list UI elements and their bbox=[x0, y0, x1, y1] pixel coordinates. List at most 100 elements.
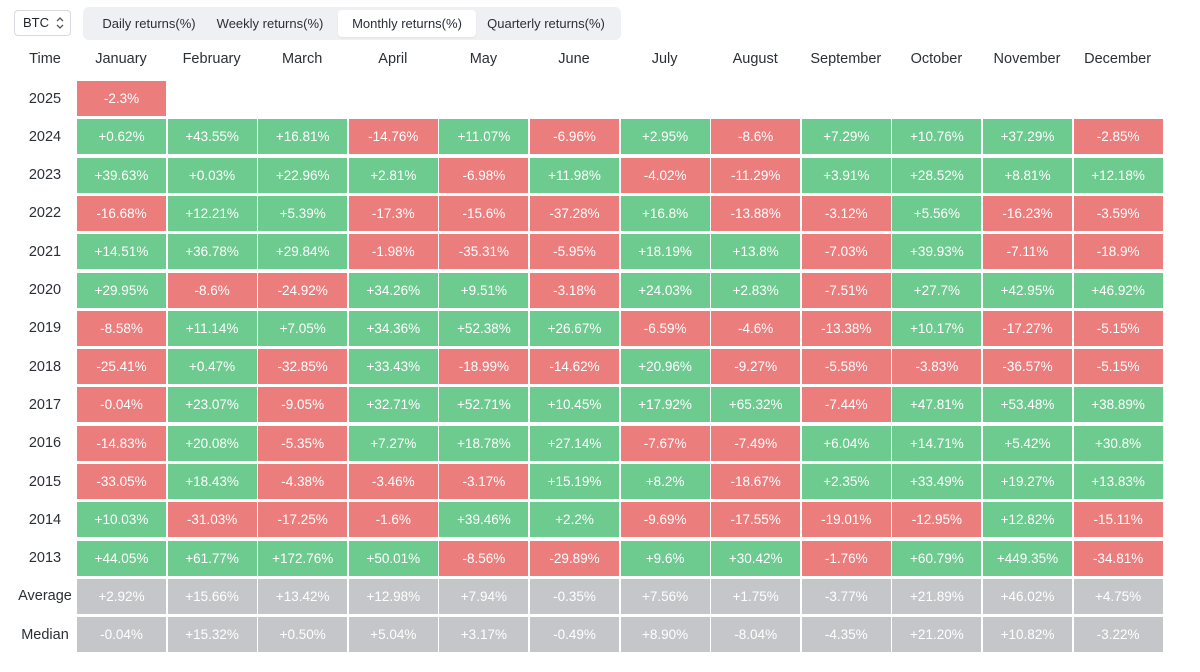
return-cell[interactable]: -18.9% bbox=[1073, 234, 1163, 270]
return-cell[interactable]: +8.90% bbox=[620, 617, 710, 653]
return-cell[interactable]: +2.95% bbox=[620, 119, 710, 155]
return-cell[interactable]: +449.35% bbox=[983, 540, 1072, 576]
return-cell[interactable]: +8.81% bbox=[983, 157, 1072, 193]
return-cell[interactable]: +0.03% bbox=[167, 157, 257, 193]
return-cell[interactable]: -4.02% bbox=[620, 157, 710, 193]
return-cell[interactable]: -37.28% bbox=[530, 195, 619, 231]
return-cell[interactable]: +50.01% bbox=[348, 540, 438, 576]
return-cell[interactable]: -25.41% bbox=[77, 349, 166, 385]
return-cell[interactable]: +13.83% bbox=[1073, 464, 1163, 499]
return-cell[interactable]: +46.92% bbox=[1073, 272, 1163, 308]
return-cell[interactable]: -7.44% bbox=[801, 387, 891, 423]
return-cell[interactable]: +172.76% bbox=[258, 540, 348, 576]
return-cell[interactable]: +44.05% bbox=[77, 540, 166, 576]
return-cell[interactable]: +0.62% bbox=[77, 119, 166, 155]
return-cell[interactable]: +7.56% bbox=[620, 578, 710, 614]
return-cell[interactable]: -6.59% bbox=[620, 310, 710, 346]
return-cell[interactable]: +18.19% bbox=[620, 234, 710, 270]
return-cell[interactable]: +13.8% bbox=[711, 234, 801, 270]
return-cell[interactable]: -1.6% bbox=[348, 502, 438, 538]
return-cell[interactable]: +7.27% bbox=[348, 425, 438, 461]
return-cell[interactable]: +0.47% bbox=[167, 349, 257, 385]
return-cell[interactable]: +16.8% bbox=[620, 195, 710, 231]
return-cell[interactable]: -5.58% bbox=[801, 349, 891, 385]
return-cell[interactable]: +5.42% bbox=[983, 425, 1072, 461]
return-cell[interactable]: +21.89% bbox=[892, 578, 982, 614]
return-cell[interactable]: -7.49% bbox=[711, 425, 801, 461]
return-cell[interactable]: +9.51% bbox=[439, 272, 529, 308]
return-cell[interactable]: +28.52% bbox=[892, 157, 982, 193]
return-cell[interactable]: -32.85% bbox=[258, 349, 348, 385]
return-cell[interactable]: -24.92% bbox=[258, 272, 348, 308]
return-cell[interactable]: -5.95% bbox=[530, 234, 619, 270]
return-cell[interactable]: +39.63% bbox=[77, 157, 166, 193]
return-cell[interactable]: +30.42% bbox=[711, 540, 801, 576]
return-cell[interactable]: -33.05% bbox=[77, 464, 166, 499]
return-cell[interactable]: +46.02% bbox=[983, 578, 1072, 614]
return-cell[interactable]: -18.67% bbox=[711, 464, 801, 499]
return-cell[interactable]: -9.05% bbox=[258, 387, 348, 423]
return-cell[interactable]: -3.46% bbox=[348, 464, 438, 499]
return-cell[interactable]: +42.95% bbox=[983, 272, 1072, 308]
return-cell[interactable]: -4.38% bbox=[258, 464, 348, 499]
return-cell[interactable]: +15.19% bbox=[530, 464, 619, 499]
return-cell[interactable]: +11.14% bbox=[167, 310, 257, 346]
return-cell[interactable]: -7.51% bbox=[801, 272, 891, 308]
return-cell[interactable]: +11.07% bbox=[439, 119, 529, 155]
return-cell[interactable]: -18.99% bbox=[439, 349, 529, 385]
return-cell[interactable]: -29.89% bbox=[530, 540, 619, 576]
return-cell[interactable]: +22.96% bbox=[258, 157, 348, 193]
return-cell[interactable]: -17.27% bbox=[983, 310, 1072, 346]
return-cell[interactable]: +34.36% bbox=[348, 310, 438, 346]
return-cell[interactable]: -16.23% bbox=[983, 195, 1072, 231]
return-cell[interactable]: +1.75% bbox=[711, 578, 801, 614]
return-cell[interactable]: -8.56% bbox=[439, 540, 529, 576]
return-cell[interactable]: -13.38% bbox=[801, 310, 891, 346]
return-cell[interactable]: -1.76% bbox=[801, 540, 891, 576]
return-cell[interactable]: -7.03% bbox=[801, 234, 891, 270]
return-cell[interactable]: +29.84% bbox=[258, 234, 348, 270]
return-cell[interactable]: -8.6% bbox=[711, 119, 801, 155]
tab-quarterly-returns[interactable]: Quarterly returns(%) bbox=[487, 16, 605, 31]
return-cell[interactable]: +2.92% bbox=[77, 578, 166, 614]
return-cell[interactable]: +34.26% bbox=[348, 272, 438, 308]
return-cell[interactable]: -13.88% bbox=[711, 195, 801, 231]
return-cell[interactable]: +18.78% bbox=[439, 425, 529, 461]
return-cell[interactable]: +7.05% bbox=[258, 310, 348, 346]
return-cell[interactable]: +10.82% bbox=[983, 617, 1072, 653]
return-cell[interactable]: +37.29% bbox=[983, 119, 1072, 155]
return-cell[interactable]: +2.2% bbox=[530, 502, 619, 538]
return-cell[interactable]: -14.83% bbox=[77, 425, 166, 461]
return-cell[interactable]: +14.51% bbox=[77, 234, 166, 270]
return-cell[interactable]: -36.57% bbox=[983, 349, 1072, 385]
return-cell[interactable]: -14.62% bbox=[530, 349, 619, 385]
return-cell[interactable]: +27.14% bbox=[530, 425, 619, 461]
return-cell[interactable]: +0.50% bbox=[258, 617, 348, 653]
return-cell[interactable]: +14.71% bbox=[892, 425, 982, 461]
return-cell[interactable]: +13.42% bbox=[258, 578, 348, 614]
return-cell[interactable]: -17.25% bbox=[258, 502, 348, 538]
return-cell[interactable]: +32.71% bbox=[348, 387, 438, 423]
return-cell[interactable]: -3.12% bbox=[801, 195, 891, 231]
return-cell[interactable]: +12.82% bbox=[983, 502, 1072, 538]
return-cell[interactable]: +65.32% bbox=[711, 387, 801, 423]
return-cell[interactable]: +17.92% bbox=[620, 387, 710, 423]
return-cell[interactable]: +30.8% bbox=[1073, 425, 1163, 461]
return-cell[interactable]: +21.20% bbox=[892, 617, 982, 653]
return-cell[interactable]: -4.6% bbox=[711, 310, 801, 346]
tab-daily-returns[interactable]: Daily returns(%) bbox=[102, 16, 196, 31]
return-cell[interactable]: +16.81% bbox=[258, 119, 348, 155]
return-cell[interactable]: +36.78% bbox=[167, 234, 257, 270]
return-cell[interactable]: -2.85% bbox=[1073, 119, 1163, 155]
asset-select[interactable]: BTC bbox=[14, 10, 71, 36]
return-cell[interactable]: -12.95% bbox=[892, 502, 982, 538]
return-cell[interactable]: +7.29% bbox=[801, 119, 891, 155]
return-cell[interactable]: +20.96% bbox=[620, 349, 710, 385]
return-cell[interactable]: -6.96% bbox=[530, 119, 619, 155]
return-cell[interactable]: +15.66% bbox=[167, 578, 257, 614]
return-cell[interactable]: +24.03% bbox=[620, 272, 710, 308]
return-cell[interactable]: -16.68% bbox=[77, 195, 166, 231]
return-cell[interactable]: +23.07% bbox=[167, 387, 257, 423]
return-cell[interactable]: -1.98% bbox=[348, 234, 438, 270]
return-cell[interactable]: +8.2% bbox=[620, 464, 710, 499]
